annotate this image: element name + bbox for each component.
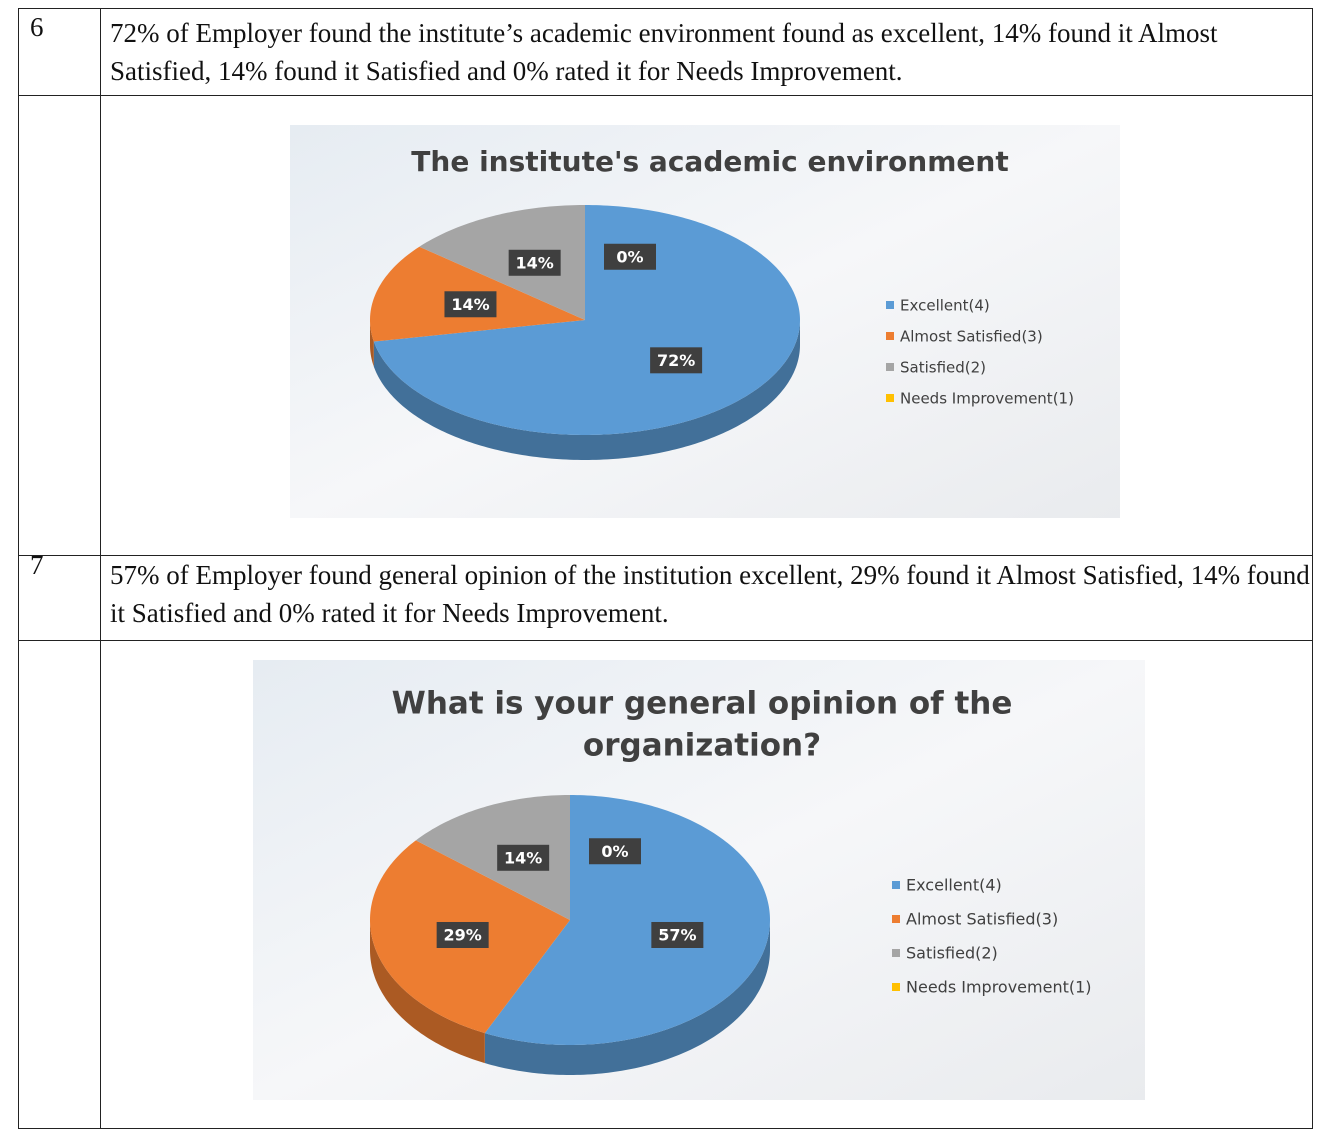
data-label: 0% (616, 247, 643, 266)
data-label: 72% (657, 351, 695, 370)
table-border (18, 95, 1313, 96)
data-label: 14% (504, 848, 542, 867)
row-number: 7 (30, 550, 44, 580)
legend-swatch (886, 363, 894, 371)
pie-chart: The institute's academic environment 72% 1… (290, 125, 1120, 518)
slice-side (373, 320, 800, 460)
slice (484, 795, 770, 1045)
data-label-box (497, 844, 550, 871)
legend-label: Satisfied(2) (900, 359, 986, 377)
slice (415, 795, 570, 920)
row-text: 72% of Employer found the institute’s ac… (110, 18, 1218, 86)
data-label-box (508, 249, 561, 276)
slice-side (370, 320, 374, 367)
data-label: 57% (658, 925, 696, 944)
legend-swatch (892, 949, 900, 957)
data-label-box (651, 921, 704, 948)
legend-swatch (886, 394, 894, 402)
slice (373, 205, 800, 435)
data-label-box (650, 347, 703, 374)
legend-label: Excellent(4) (906, 876, 1002, 895)
table-border (100, 8, 101, 1128)
table-border (18, 8, 19, 1128)
table-border (18, 555, 1313, 556)
table-border (18, 1128, 1313, 1129)
chart-title: The institute's academic environment (411, 145, 1008, 178)
data-label: 14% (451, 295, 489, 314)
legend-label: Needs Improvement(1) (906, 978, 1092, 997)
legend-label: Excellent(4) (900, 297, 990, 315)
data-label: 0% (601, 842, 628, 861)
data-label-box (604, 243, 656, 270)
data-label-box (589, 838, 641, 865)
legend-swatch (892, 881, 900, 889)
data-label: 14% (516, 253, 554, 272)
chart-title: organization? (583, 728, 821, 764)
legend-swatch (892, 915, 900, 923)
legend-swatch (886, 332, 894, 340)
row-text: 57% of Employer found general opinion of… (110, 560, 1310, 628)
slice-side (370, 920, 485, 1064)
legend-label: Needs Improvement(1) (900, 390, 1074, 408)
row-number: 6 (30, 12, 44, 42)
slice-side (484, 920, 770, 1075)
data-label: 29% (444, 925, 482, 944)
table-border (18, 640, 1313, 641)
legend-label: Almost Satisfied(3) (906, 910, 1058, 929)
table-border (1312, 8, 1313, 1128)
legend-label: Almost Satisfied(3) (900, 328, 1043, 346)
legend-label: Satisfied(2) (906, 944, 998, 963)
legend-swatch (886, 301, 894, 309)
data-label-box (436, 921, 489, 948)
pie-chart: What is your general opinion of the organ… (253, 660, 1145, 1100)
data-label-box (444, 291, 497, 318)
legend-swatch (892, 983, 900, 991)
chart-title: What is your general opinion of the (392, 686, 1013, 722)
table-border (18, 8, 1313, 9)
slice (419, 205, 585, 320)
